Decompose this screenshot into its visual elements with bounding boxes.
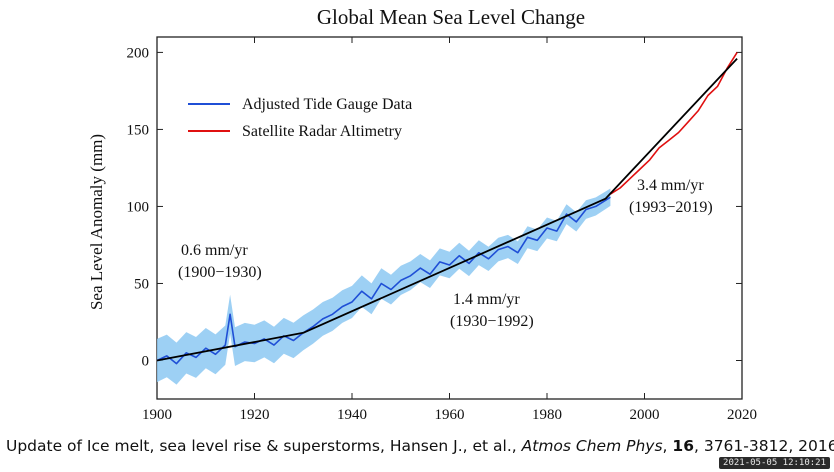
y-tick-label: 100 xyxy=(127,199,150,215)
x-tick-label: 1900 xyxy=(142,407,172,423)
y-tick-label: 200 xyxy=(127,45,150,61)
x-tick-label: 1960 xyxy=(435,407,465,423)
annotation-period: (1930−1992) xyxy=(450,313,534,330)
x-tick-label: 1980 xyxy=(532,407,562,423)
y-tick-label: 150 xyxy=(127,122,150,138)
legend-label: Adjusted Tide Gauge Data xyxy=(242,96,412,113)
tide-gauge-uncertainty-band xyxy=(157,188,611,385)
caption-prefix: Update of Ice melt, sea level rise & sup… xyxy=(6,437,522,455)
chart: Global Mean Sea Level Change Sea Level A… xyxy=(87,5,757,423)
trend-fit-line xyxy=(156,57,738,362)
x-tick-label: 2020 xyxy=(727,407,757,423)
annotation-period: (1993−2019) xyxy=(629,199,713,216)
annotation-rate: 1.4 mm/yr xyxy=(453,291,520,308)
annotation-rate: 0.6 mm/yr xyxy=(181,242,248,259)
x-tick-label: 1940 xyxy=(337,407,367,423)
plot-area: 1900 1920 1940 1960 1980 2000 2020 0 50 100 150 200… xyxy=(127,36,757,423)
chart-title: Global Mean Sea Level Change xyxy=(317,5,585,29)
satellite-altimetry-line xyxy=(609,51,738,195)
x-tick-label: 2000 xyxy=(630,407,660,423)
y-tick-label: 0 xyxy=(142,353,150,369)
annotation-rate: 3.4 mm/yr xyxy=(637,177,704,194)
y-tick-label: 50 xyxy=(134,276,149,292)
caption-volume: 16 xyxy=(672,437,694,455)
x-tick-label: 1920 xyxy=(240,407,270,423)
caption-rest: , 3761-3812, 2016 xyxy=(693,437,834,455)
timestamp-overlay: 2021-05-05 12:10:21 xyxy=(719,457,830,469)
annotation-period: (1900−1930) xyxy=(178,264,262,281)
caption-sep: , xyxy=(662,437,673,455)
caption-journal: Atmos Chem Phys xyxy=(521,437,663,455)
y-axis-label: Sea Level Anomaly (mm) xyxy=(87,134,106,310)
legend-label: Satellite Radar Altimetry xyxy=(242,123,402,140)
tide-gauge-line xyxy=(156,196,611,365)
citation-caption: Update of Ice melt, sea level rise & sup… xyxy=(6,437,834,455)
